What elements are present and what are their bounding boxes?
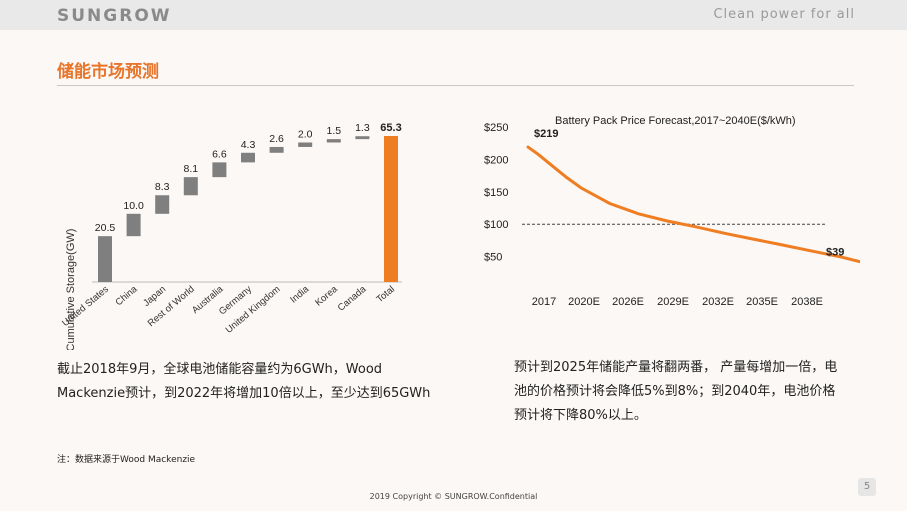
bar-value-label: 65.3: [380, 122, 401, 134]
y-axis-label: Cumulative Storage(GW): [65, 229, 77, 350]
tagline: Clean power for all: [713, 7, 855, 22]
start-price-label: $219: [534, 128, 558, 140]
x-tick-label: 2029E: [657, 296, 689, 308]
page-title: 储能市场预测: [57, 62, 159, 82]
right-summary-line: 预计将下降80%以上。: [514, 408, 647, 423]
y-tick-label: $200: [484, 154, 508, 166]
bar-value-label: 8.1: [183, 163, 198, 175]
bar-value-label: 1.5: [326, 125, 341, 137]
waterfall-bar: [355, 136, 370, 140]
waterfall-bar: [183, 177, 198, 196]
category-label: India: [288, 283, 311, 305]
waterfall-bar: [126, 213, 141, 237]
bar-value-label: 1.3: [355, 122, 370, 134]
title-divider: [57, 85, 854, 86]
top-bar: SUNGROW Clean power for all: [0, 0, 907, 30]
category-label: Canada: [336, 283, 369, 313]
total-bar: [384, 136, 398, 282]
bar-value-label: 10.0: [123, 200, 144, 212]
waterfall-chart: Cumulative Storage(GW) 20.5 10.0 8.3 8.1 6.6…: [60, 122, 402, 350]
left-summary-line: 截止2018年9月，全球电池储能容量约为6GWh，Wood: [57, 362, 383, 377]
waterfall-bar: [212, 162, 227, 178]
price-forecast-chart: Battery Pack Price Forecast,2017~2040E($…: [484, 115, 860, 308]
waterfall-bar: [155, 195, 170, 214]
bar-value-label: 6.6: [212, 148, 227, 160]
category-label: Total: [374, 284, 396, 305]
waterfall-bar: [269, 146, 284, 153]
y-tick-label: $50: [484, 252, 502, 264]
x-tick-label: 2017: [532, 296, 556, 308]
right-summary: 预计到2025年储能产量将翻两番， 产量每增加一倍，电 池的价格预计将会降低5%…: [514, 356, 837, 428]
y-tick-label: $150: [484, 187, 508, 199]
chart-title: Battery Pack Price Forecast,2017~2040E($…: [555, 115, 796, 127]
brand-logo: SUNGROW: [57, 6, 172, 26]
right-summary-line: 预计到2025年储能产量将翻两番， 产量每增加一倍，电: [514, 360, 838, 375]
bar-value-label: 4.3: [241, 139, 256, 151]
source-note: 注：数据来源于Wood Mackenzie: [57, 455, 196, 465]
waterfall-bar: [241, 152, 255, 163]
left-summary-line: Mackenzie预计，到2022年将增加10倍以上，至少达到65GWh: [57, 386, 431, 401]
waterfall-bar: [326, 139, 341, 143]
x-tick-label: 2038E: [791, 296, 823, 308]
page-number: 5: [858, 478, 876, 496]
category-label: China: [113, 283, 140, 308]
x-tick-label: 2020E: [568, 296, 600, 308]
end-price-label: $39: [826, 247, 844, 259]
bar-value-label: 2.6: [269, 133, 284, 145]
y-tick-label: $250: [484, 122, 508, 134]
y-tick-label: $100: [484, 219, 508, 231]
right-summary-line: 池的价格预计将会降低5%到8%；到2040年，电池价格: [514, 384, 836, 399]
waterfall-bar: [98, 236, 112, 282]
bar-value-label: 8.3: [155, 181, 170, 193]
left-summary: 截止2018年9月，全球电池储能容量约为6GWh，Wood Mackenzie预…: [57, 358, 430, 406]
bar-value-label: 2.0: [298, 128, 313, 140]
bar-value-label: 20.5: [95, 222, 116, 234]
waterfall-bar: [298, 142, 313, 147]
copyright: 2019 Copyright © SUNGROW.Confidential: [369, 492, 538, 501]
x-tick-label: 2035E: [746, 296, 778, 308]
price-series-line: [526, 145, 860, 264]
x-tick-label: 2032E: [702, 296, 734, 308]
x-tick-label: 2026E: [612, 296, 644, 308]
